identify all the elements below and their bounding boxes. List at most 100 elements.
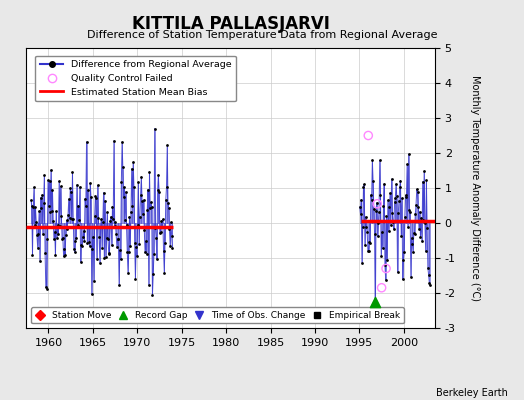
Point [89, 234, 97, 240]
Point [50, 228, 59, 235]
Point [409, 249, 417, 256]
Point [51, 252, 60, 259]
Point [77, 259, 85, 265]
Point [61, 252, 69, 258]
Point [384, 197, 392, 204]
Point [95, 234, 103, 240]
Point [416, 234, 424, 240]
Point [417, 215, 425, 221]
Point [79, 234, 87, 240]
Point [390, 226, 398, 232]
Point [66, 215, 74, 221]
Point [113, 244, 121, 250]
Point [85, 242, 94, 249]
Point [120, 184, 128, 191]
Point [407, 235, 416, 241]
Point [133, 252, 141, 259]
Point [59, 234, 67, 241]
Point [78, 243, 86, 249]
Point [106, 218, 114, 224]
Point [118, 164, 127, 171]
Point [396, 178, 405, 184]
Point [134, 222, 142, 228]
Point [126, 243, 135, 250]
Point [102, 254, 110, 260]
Point [54, 230, 62, 237]
Point [392, 193, 401, 199]
Point [154, 187, 162, 194]
Point [135, 240, 143, 247]
Point [166, 243, 174, 249]
Point [75, 217, 83, 224]
Point [364, 132, 373, 139]
Point [98, 245, 106, 251]
Point [140, 227, 148, 233]
Point [30, 222, 39, 229]
Point [84, 238, 93, 245]
Point [422, 177, 431, 184]
Point [373, 200, 381, 207]
Point [357, 196, 365, 203]
Point [378, 245, 387, 252]
Point [380, 180, 388, 187]
Point [118, 139, 126, 145]
Point [67, 189, 75, 195]
Point [73, 182, 81, 188]
Point [160, 269, 169, 276]
Point [408, 240, 417, 247]
Point [411, 211, 420, 217]
Point [385, 204, 394, 210]
Point [155, 188, 163, 195]
Point [168, 245, 177, 252]
Point [93, 256, 101, 262]
Point [151, 225, 160, 231]
Text: Berkeley Earth: Berkeley Earth [436, 388, 508, 398]
Point [152, 256, 161, 262]
Point [88, 246, 96, 252]
Point [64, 196, 73, 202]
Point [84, 187, 92, 194]
Point [130, 240, 139, 246]
Point [36, 257, 44, 264]
Point [372, 208, 380, 214]
Point [376, 157, 384, 164]
Point [379, 202, 388, 209]
Point [394, 210, 402, 216]
Point [105, 250, 114, 257]
Point [401, 213, 409, 220]
Point [161, 197, 170, 204]
Point [115, 282, 123, 289]
Point [122, 222, 130, 229]
Point [146, 205, 155, 211]
Point [122, 188, 130, 195]
Title: KITTILA PALLASJARVI: KITTILA PALLASJARVI [132, 14, 330, 32]
Point [88, 291, 96, 298]
Point [400, 248, 408, 255]
Point [156, 228, 165, 235]
Point [405, 207, 413, 213]
Point [44, 177, 52, 184]
Point [82, 138, 91, 145]
Point [46, 208, 54, 215]
Point [97, 216, 105, 222]
Point [132, 244, 140, 250]
Point [63, 226, 71, 232]
Point [80, 238, 89, 244]
Point [41, 284, 50, 290]
Point [39, 200, 48, 206]
Point [367, 192, 375, 198]
Text: Difference of Station Temperature Data from Regional Average: Difference of Station Temperature Data f… [87, 30, 437, 40]
Point [425, 280, 433, 286]
Point [366, 239, 374, 246]
Point [415, 226, 423, 232]
Point [52, 208, 60, 215]
Point [405, 151, 413, 157]
Point [40, 172, 49, 178]
Point [358, 224, 367, 230]
Point [365, 248, 373, 254]
Point [161, 239, 169, 246]
Point [418, 238, 426, 244]
Point [74, 203, 83, 209]
Point [56, 222, 64, 229]
Point [138, 198, 146, 204]
